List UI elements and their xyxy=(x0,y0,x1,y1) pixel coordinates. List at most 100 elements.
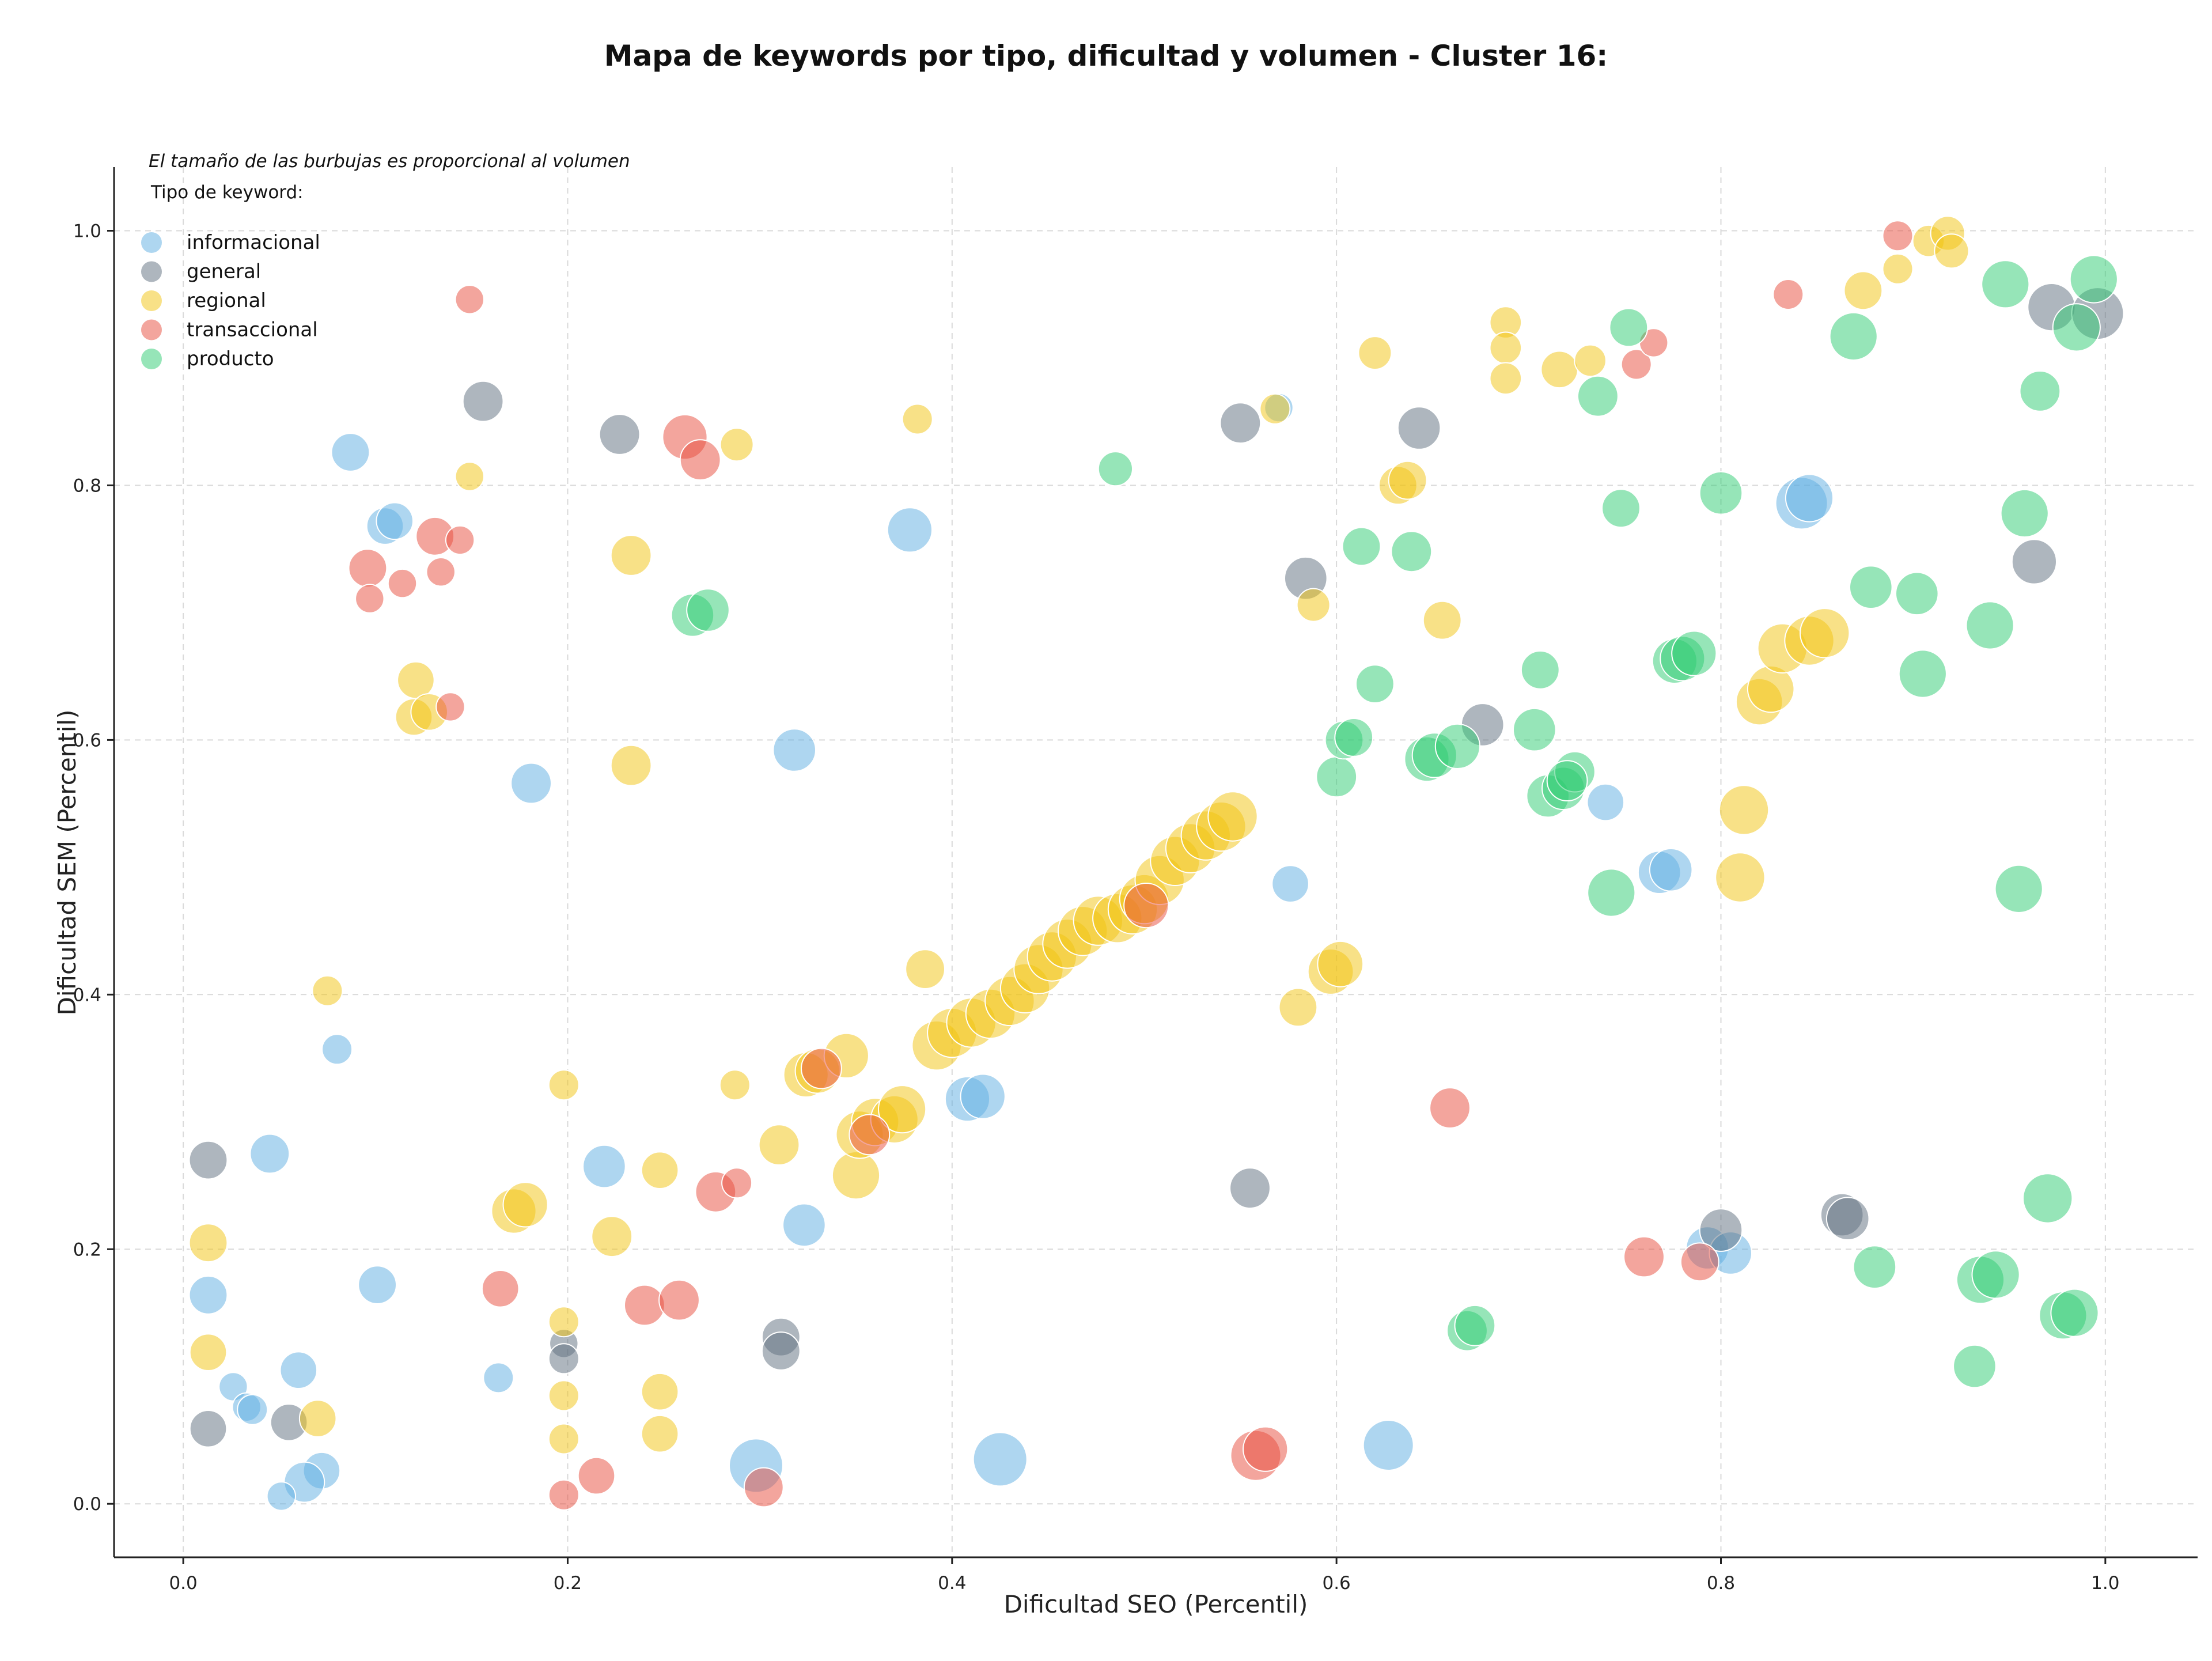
y-tick-label: 0.4 xyxy=(73,985,101,1005)
data-point-transaccional xyxy=(426,557,456,587)
data-point-informacional xyxy=(510,762,552,804)
data-point-regional xyxy=(1422,600,1462,640)
data-point-producto xyxy=(1981,260,2030,309)
data-point-general xyxy=(1825,1197,1870,1240)
data-point-regional xyxy=(831,1151,881,1200)
data-point-producto xyxy=(2069,255,2118,304)
x-tick-label: 0.2 xyxy=(554,1573,582,1594)
data-point-transaccional xyxy=(435,692,465,722)
data-point-regional xyxy=(905,949,945,989)
x-tick-label: 0.4 xyxy=(938,1573,966,1594)
y-tick-label: 0.2 xyxy=(73,1239,101,1260)
data-point-transaccional xyxy=(548,1479,579,1511)
data-point-regional xyxy=(641,1151,679,1189)
data-point-informacional xyxy=(358,1265,397,1305)
data-point-transaccional xyxy=(1623,1236,1665,1278)
data-point-informacional xyxy=(237,1394,268,1425)
data-point-transaccional xyxy=(658,1279,700,1321)
data-point-transaccional xyxy=(577,1456,616,1495)
data-point-regional xyxy=(641,1372,679,1411)
data-point-informacional xyxy=(1271,865,1309,903)
data-point-regional xyxy=(502,1182,548,1228)
series-informacional xyxy=(188,392,1834,1511)
data-point-transaccional xyxy=(801,1047,842,1089)
data-point-general xyxy=(188,1140,228,1180)
legend-marker-producto xyxy=(141,349,162,369)
data-point-general xyxy=(1229,1167,1271,1209)
data-point-informacional xyxy=(1649,848,1693,892)
data-point-producto xyxy=(2019,370,2061,412)
data-point-informacional xyxy=(249,1133,290,1174)
data-point-regional xyxy=(719,1069,751,1101)
x-axis-label: Dificultad SEO (Percentil) xyxy=(1003,1590,1308,1618)
data-point-informacional xyxy=(772,728,816,772)
data-point-regional xyxy=(1574,344,1607,377)
data-point-informacional xyxy=(782,1203,826,1247)
data-point-transaccional xyxy=(355,584,385,614)
data-point-producto xyxy=(2052,303,2101,352)
data-point-producto xyxy=(2050,1288,2099,1337)
data-point-regional xyxy=(1489,362,1522,395)
data-point-general xyxy=(189,1410,228,1448)
legend-label-informacional: informacional xyxy=(187,231,320,254)
data-point-regional xyxy=(548,1380,579,1412)
x-tick-label: 0.0 xyxy=(169,1573,197,1594)
data-point-transaccional xyxy=(743,1467,784,1508)
data-point-regional xyxy=(1715,852,1766,903)
x-tick-label: 0.6 xyxy=(1322,1573,1350,1594)
legend-note: El tamaño de las burbujas es proporciona… xyxy=(149,151,630,172)
data-point-producto xyxy=(1454,1304,1496,1346)
data-point-regional xyxy=(454,461,484,491)
data-point-producto xyxy=(1520,650,1560,690)
data-point-regional xyxy=(548,1306,579,1338)
data-point-regional xyxy=(298,1399,337,1437)
data-point-general xyxy=(462,380,504,422)
data-point-general xyxy=(761,1331,801,1371)
legend-marker-general xyxy=(141,261,162,282)
data-point-transaccional xyxy=(1882,220,1914,252)
data-point-transaccional xyxy=(1429,1087,1471,1129)
legend-label-producto: producto xyxy=(187,347,274,370)
data-point-regional xyxy=(1540,350,1578,389)
data-point-producto xyxy=(1097,451,1134,487)
series-producto xyxy=(671,255,2118,1388)
series-general xyxy=(188,282,2124,1448)
data-point-producto xyxy=(1898,649,1947,698)
data-point-producto xyxy=(1601,489,1641,528)
x-tick-label: 1.0 xyxy=(2091,1573,2119,1594)
data-point-informacional xyxy=(960,1073,1006,1119)
data-point-transaccional xyxy=(721,1167,753,1199)
legend-label-general: general xyxy=(187,260,261,283)
y-tick-label: 1.0 xyxy=(73,221,101,241)
data-point-informacional xyxy=(331,433,370,472)
data-point-regional xyxy=(1207,791,1258,842)
data-point-producto xyxy=(1965,601,2014,650)
data-point-producto xyxy=(1971,1250,2020,1299)
data-point-informacional xyxy=(1586,783,1625,822)
data-point-producto xyxy=(1953,1344,1997,1388)
data-point-producto xyxy=(1355,664,1395,703)
data-point-transaccional xyxy=(624,1284,665,1326)
legend-marker-transaccional xyxy=(141,319,162,340)
data-point-regional xyxy=(1278,987,1318,1027)
data-point-producto xyxy=(1895,572,1939,616)
data-point-general xyxy=(2011,539,2057,585)
data-point-producto xyxy=(1587,868,1636,917)
data-point-general xyxy=(1219,402,1262,444)
x-tick-label: 0.8 xyxy=(1707,1573,1735,1594)
data-point-regional xyxy=(188,1223,228,1263)
data-point-regional xyxy=(1800,608,1850,659)
data-point-producto xyxy=(2022,1173,2073,1224)
data-point-general xyxy=(599,414,641,455)
data-point-regional xyxy=(1718,785,1770,835)
data-point-regional xyxy=(610,744,652,786)
data-point-producto xyxy=(1671,630,1717,676)
legend-label-regional: regional xyxy=(187,289,266,312)
data-point-regional xyxy=(1317,940,1364,987)
data-point-informacional xyxy=(582,1144,626,1189)
data-point-producto xyxy=(1316,756,1358,798)
data-point-regional xyxy=(1934,233,1969,269)
data-point-regional xyxy=(1489,331,1522,365)
data-point-transaccional xyxy=(1772,279,1804,310)
